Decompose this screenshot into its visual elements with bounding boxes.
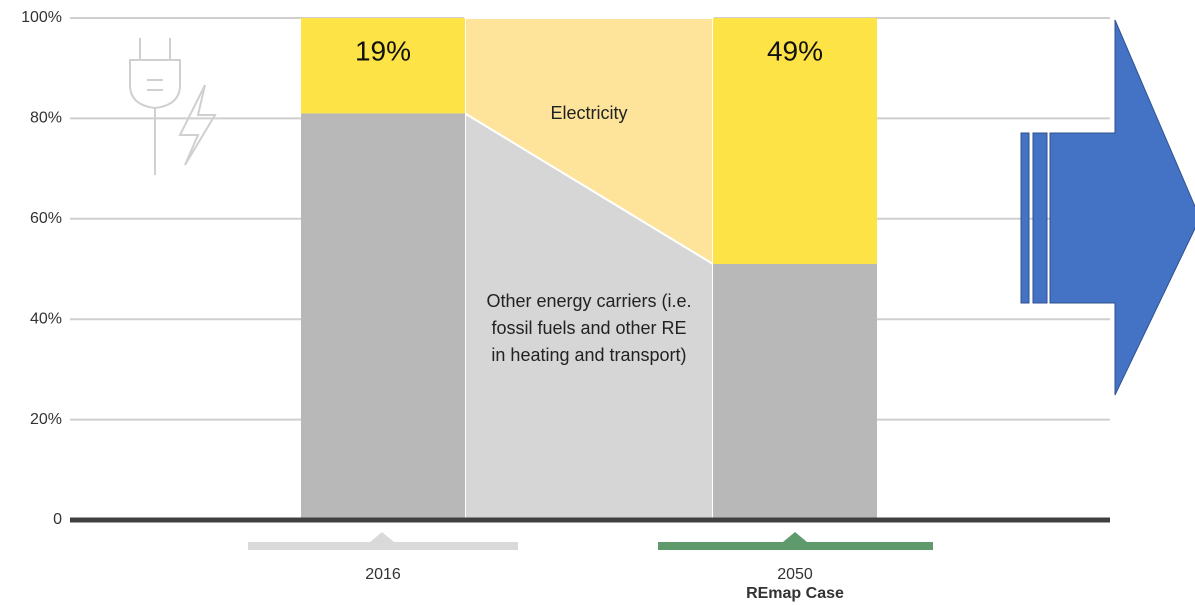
data-label: 49% — [767, 35, 823, 66]
x-tick-label: 2016 — [365, 566, 401, 583]
y-tick-label: 40% — [30, 310, 62, 327]
series-name-text: Electricity — [550, 103, 628, 123]
y-tick-label: 80% — [30, 110, 62, 127]
y-tick-label: 20% — [30, 411, 62, 428]
series-name-text: Other energy carriers (i.e. fossil fuels… — [486, 291, 692, 365]
bar-segment — [301, 113, 465, 520]
y-tick-label: 0 — [53, 511, 62, 528]
data-label: 19% — [355, 35, 411, 66]
bar-segment — [301, 18, 465, 114]
labels: 0 20% 40% 60% 80% 100% 19% 49% Electricity Other … — [21, 9, 844, 602]
y-tick-label: 100% — [21, 9, 62, 26]
y-tick-label: 60% — [30, 210, 62, 227]
bar-segment — [713, 263, 877, 520]
plug-icon — [129, 38, 217, 175]
arrow — [1020, 19, 1195, 396]
x-tick-label: 2050 — [777, 566, 813, 583]
period-markers — [248, 532, 933, 550]
series-name: Electricity — [550, 103, 628, 123]
marks — [70, 17, 1110, 523]
series-name: Other energy carriers (i.e. fossil fuels… — [486, 291, 692, 365]
bar-segment — [713, 18, 877, 264]
x-tick-sublabel: REmap Case — [746, 585, 844, 602]
